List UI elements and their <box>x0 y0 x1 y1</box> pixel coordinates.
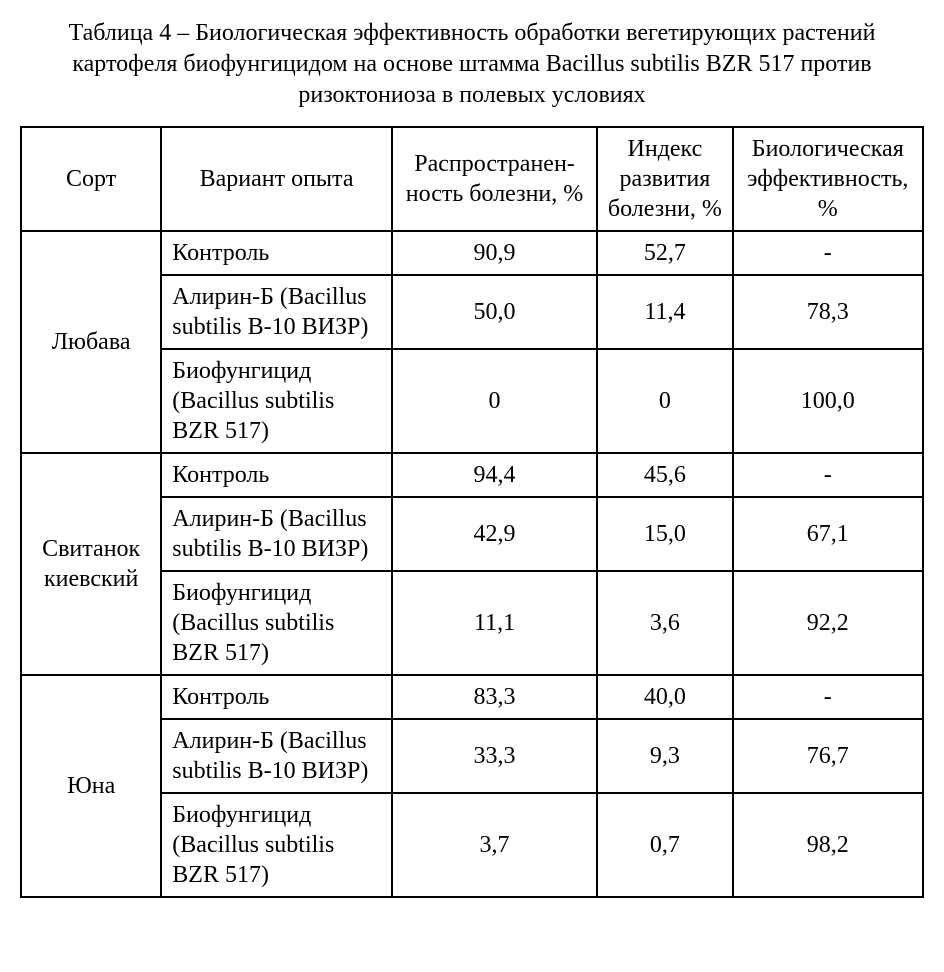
efficacy-cell: 92,2 <box>733 571 923 675</box>
sort-cell: Свитанок киевский <box>21 453 161 675</box>
index-cell: 11,4 <box>597 275 732 349</box>
prevalence-cell: 94,4 <box>392 453 597 497</box>
prevalence-cell: 11,1 <box>392 571 597 675</box>
prevalence-cell: 42,9 <box>392 497 597 571</box>
prevalence-cell: 83,3 <box>392 675 597 719</box>
variant-cell: Алирин-Б (Bacillus subtilis В-10 ВИЗР) <box>161 497 392 571</box>
table-caption: Таблица 4 – Биологическая эффективность … <box>32 18 912 112</box>
prevalence-cell: 3,7 <box>392 793 597 897</box>
table-row: ЛюбаваКонтроль90,952,7- <box>21 231 923 275</box>
col-header-efficacy: Биологическая эффективность, % <box>733 127 923 231</box>
efficacy-cell: 78,3 <box>733 275 923 349</box>
index-cell: 0,7 <box>597 793 732 897</box>
table-row: Свитанок киевскийКонтроль94,445,6- <box>21 453 923 497</box>
efficacy-cell: 98,2 <box>733 793 923 897</box>
col-header-index: Индекс развития болезни, % <box>597 127 732 231</box>
index-cell: 15,0 <box>597 497 732 571</box>
sort-cell: Любава <box>21 231 161 453</box>
efficacy-cell: - <box>733 231 923 275</box>
variant-cell: Биофунгицид (Bacillus subtilis BZR 517) <box>161 349 392 453</box>
table-header-row: Сорт Вариант опыта Распространен-ность б… <box>21 127 923 231</box>
efficacy-cell: 67,1 <box>733 497 923 571</box>
index-cell: 40,0 <box>597 675 732 719</box>
index-cell: 52,7 <box>597 231 732 275</box>
prevalence-cell: 33,3 <box>392 719 597 793</box>
variant-cell: Алирин-Б (Bacillus subtilis В-10 ВИЗР) <box>161 275 392 349</box>
index-cell: 0 <box>597 349 732 453</box>
col-header-prevalence: Распространен-ность болезни, % <box>392 127 597 231</box>
variant-cell: Алирин-Б (Bacillus subtilis В-10 ВИЗР) <box>161 719 392 793</box>
table-row: ЮнаКонтроль83,340,0- <box>21 675 923 719</box>
variant-cell: Контроль <box>161 453 392 497</box>
prevalence-cell: 0 <box>392 349 597 453</box>
variant-cell: Биофунгицид (Bacillus subtilis BZR 517) <box>161 571 392 675</box>
variant-cell: Контроль <box>161 675 392 719</box>
prevalence-cell: 50,0 <box>392 275 597 349</box>
efficacy-cell: - <box>733 675 923 719</box>
efficacy-cell: 76,7 <box>733 719 923 793</box>
efficacy-cell: - <box>733 453 923 497</box>
efficacy-cell: 100,0 <box>733 349 923 453</box>
index-cell: 45,6 <box>597 453 732 497</box>
sort-cell: Юна <box>21 675 161 897</box>
index-cell: 3,6 <box>597 571 732 675</box>
variant-cell: Контроль <box>161 231 392 275</box>
efficacy-table: Сорт Вариант опыта Распространен-ность б… <box>20 126 924 898</box>
col-header-variant: Вариант опыта <box>161 127 392 231</box>
index-cell: 9,3 <box>597 719 732 793</box>
col-header-sort: Сорт <box>21 127 161 231</box>
variant-cell: Биофунгицид (Bacillus subtilis BZR 517) <box>161 793 392 897</box>
prevalence-cell: 90,9 <box>392 231 597 275</box>
